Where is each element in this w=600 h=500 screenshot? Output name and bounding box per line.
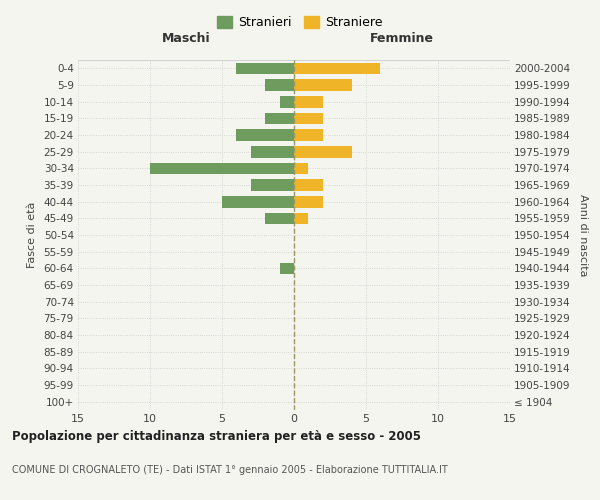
Bar: [294, 62, 380, 74]
Bar: [265, 79, 294, 91]
Bar: [294, 112, 323, 124]
Bar: [294, 179, 323, 191]
Text: COMUNE DI CROGNALETO (TE) - Dati ISTAT 1° gennaio 2005 - Elaborazione TUTTITALIA: COMUNE DI CROGNALETO (TE) - Dati ISTAT 1…: [12, 465, 448, 475]
Bar: [280, 262, 294, 274]
Bar: [251, 146, 294, 158]
Text: Femmine: Femmine: [370, 32, 434, 45]
Bar: [265, 112, 294, 124]
Bar: [294, 96, 323, 108]
Bar: [251, 179, 294, 191]
Bar: [294, 129, 323, 141]
Bar: [236, 62, 294, 74]
Bar: [280, 96, 294, 108]
Bar: [294, 162, 308, 174]
Bar: [294, 196, 323, 207]
Legend: Stranieri, Straniere: Stranieri, Straniere: [212, 11, 388, 34]
Bar: [236, 129, 294, 141]
Bar: [294, 212, 308, 224]
Text: Maschi: Maschi: [161, 32, 211, 45]
Y-axis label: Anni di nascita: Anni di nascita: [578, 194, 588, 276]
Text: Popolazione per cittadinanza straniera per età e sesso - 2005: Popolazione per cittadinanza straniera p…: [12, 430, 421, 443]
Bar: [294, 79, 352, 91]
Bar: [265, 212, 294, 224]
Y-axis label: Fasce di età: Fasce di età: [26, 202, 37, 268]
Bar: [222, 196, 294, 207]
Bar: [294, 146, 352, 158]
Bar: [150, 162, 294, 174]
